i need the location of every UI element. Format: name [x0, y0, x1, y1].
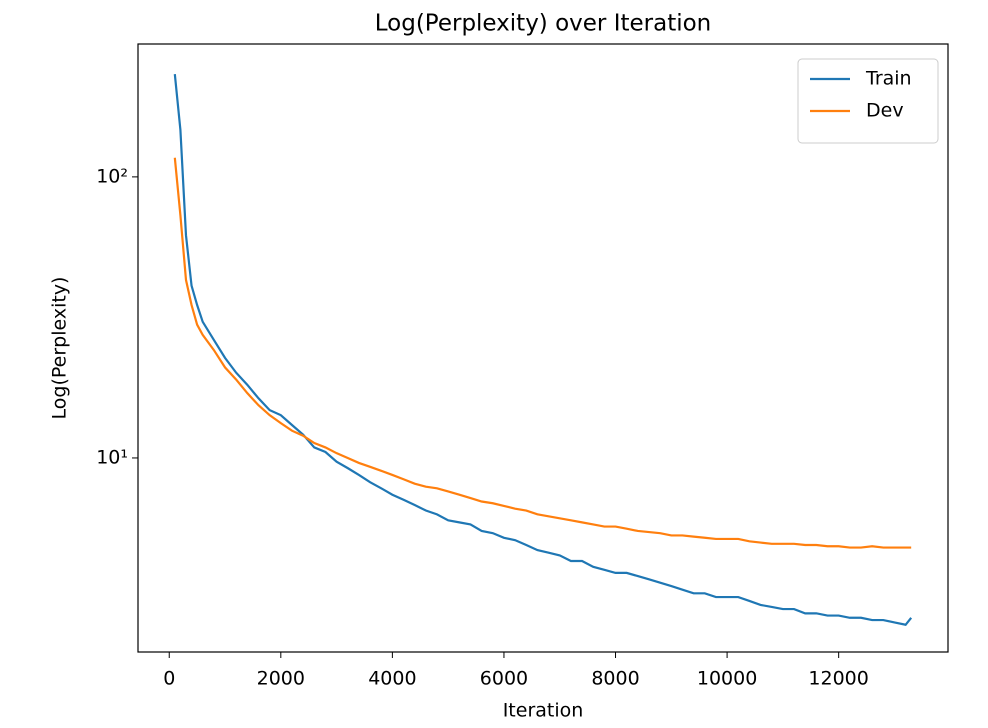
y-axis-label: Log(Perplexity): [49, 277, 71, 420]
x-tick-label: 8000: [591, 668, 639, 690]
x-tick-label: 0: [163, 668, 175, 690]
x-axis-label: Iteration: [503, 700, 584, 722]
legend-label: Dev: [866, 100, 904, 122]
y-tick-label: 10¹: [96, 446, 128, 468]
x-tick-label: 2000: [257, 668, 305, 690]
plot-frame: [137, 43, 949, 653]
chart-title: Log(Perplexity) over Iteration: [375, 11, 712, 37]
line-series: [173, 74, 913, 626]
x-tick-label: 12000: [808, 668, 868, 690]
line-series: [173, 157, 912, 549]
y-tick-label: 10²: [96, 165, 128, 187]
x-tick-label: 10000: [697, 668, 757, 690]
x-tick-label: 4000: [368, 668, 416, 690]
x-tick-label: 6000: [480, 668, 528, 690]
legend-label: Train: [865, 68, 912, 90]
